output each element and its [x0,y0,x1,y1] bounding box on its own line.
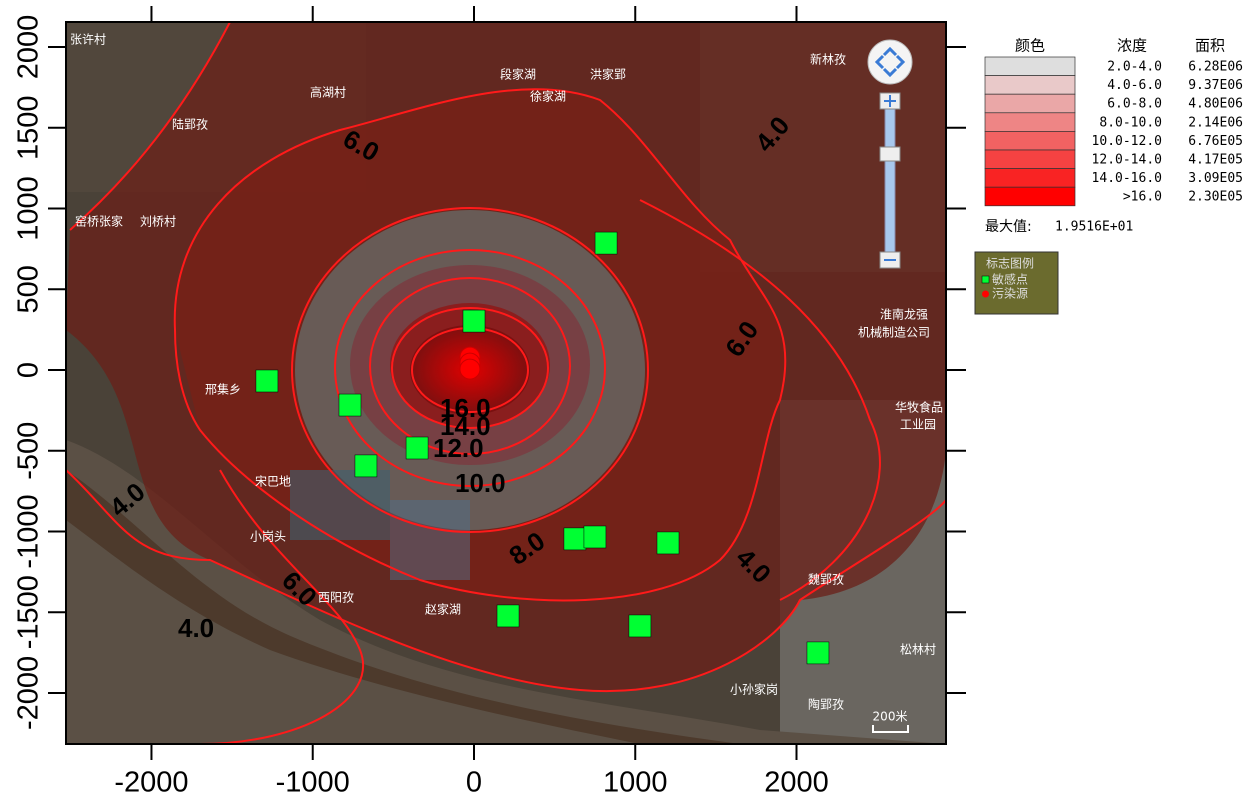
place-name: 洪家郢 [590,67,626,82]
marker-legend: 标志图例 敏感点 污染源 [975,252,1058,314]
x-tick-label: 1000 [603,767,668,799]
legend-swatch [985,131,1075,150]
sensitive-point [564,528,586,550]
contour-label: 12.0 [433,433,484,463]
sensitive-point [595,232,617,254]
place-name: 张许村 [70,33,106,47]
legend-range: 4.0-6.0 [1107,78,1162,93]
place-name: 邢集乡 [205,382,241,397]
marker-legend-title: 标志图例 [986,257,1034,271]
place-name: 松林村 [900,643,936,657]
legend-range: 10.0-12.0 [1092,134,1162,149]
place-name: 新林孜 [810,52,846,67]
pollution-source [460,359,480,379]
sensitive-point [463,310,485,332]
place-name: 赵家湖 [425,602,461,617]
place-name: 段家湖 [500,67,536,82]
x-tick-label: 2000 [764,767,829,799]
sensitive-point [497,605,519,627]
place-name: 陆郢孜 [172,117,208,132]
y-tick-label: 1000 [13,176,45,241]
legend-swatch [985,76,1075,95]
legend-swatch [985,57,1075,76]
sensitive-point [629,615,651,637]
place-name: 徐家湖 [530,89,566,104]
legend-header: 浓度 [1117,37,1147,55]
legend-header: 面积 [1195,37,1225,55]
legend-area: 6.76E05 [1188,134,1243,149]
place-name: 陶郢孜 [808,697,844,712]
legend-area: 2.14E06 [1188,115,1243,130]
legend-swatch [985,187,1075,206]
legend-swatch [985,94,1075,113]
sensitive-point [406,437,428,459]
place-name: 魏郢孜 [808,572,844,587]
pan-button[interactable] [868,40,912,84]
contour-label: 4.0 [178,613,214,643]
place-name: 机械制造公司 [858,325,930,340]
x-tick-label: -1000 [276,767,350,799]
legend-area: 2.30E05 [1188,190,1243,205]
legend-area: 4.17E05 [1188,153,1243,168]
y-tick-label: 500 [13,265,45,313]
y-tick-label: -500 [13,422,45,480]
y-tick-label: 0 [13,362,45,378]
legend-area: 6.28E06 [1188,60,1243,75]
legend-area: 4.80E06 [1188,97,1243,112]
place-name: 小孙家岗 [730,682,778,697]
y-tick-label: 1500 [13,96,45,161]
place-name: 窑桥张家 [75,214,123,229]
sensitive-point [256,370,278,392]
y-tick-label: -1000 [13,494,45,568]
place-name: 高湖村 [310,85,346,100]
sensitive-point [584,526,606,548]
max-value: 1.9516E+01 [1055,220,1133,235]
legend-range: 8.0-10.0 [1099,115,1162,130]
scale-bar-label: 200米 [873,710,908,724]
place-name: 宋巴地 [255,474,291,489]
x-tick-label: -2000 [114,767,188,799]
legend: 颜色 浓度 面积 2.0-4.0 6.28E06 4.0-6.0 9.37E06 6.0-8.… [985,37,1243,236]
map-image: 张许村 高湖村 段家湖 洪家郢 陆郢孜 徐家湖 新林孜 窑桥张家 刘桥村 淮南龙… [66,22,946,744]
sensitive-point [657,532,679,554]
map-page: 张许村 高湖村 段家湖 洪家郢 陆郢孜 徐家湖 新林孜 窑桥张家 刘桥村 淮南龙… [0,0,1245,803]
place-name: 淮南龙强 [880,307,928,322]
legend-range: 6.0-8.0 [1107,97,1162,112]
sensitive-point [339,394,361,416]
legend-range: 14.0-16.0 [1092,171,1162,186]
legend-swatch [985,113,1075,132]
place-name: 工业园 [900,418,936,432]
legend-area: 9.37E06 [1188,78,1243,93]
legend-range: 2.0-4.0 [1107,60,1162,75]
place-name: 刘桥村 [140,215,176,229]
legend-area: 3.09E05 [1188,171,1243,186]
sensitive-point [355,455,377,477]
legend-header: 颜色 [1015,37,1045,55]
max-label: 最大值: [985,219,1032,235]
legend-range: 12.0-14.0 [1092,153,1162,168]
marker-legend-item: 污染源 [992,286,1028,301]
sensitive-point [807,642,829,664]
legend-swatch [985,150,1075,169]
x-tick-label: 0 [466,767,482,799]
legend-swatch [985,169,1075,188]
y-tick-label: -1500 [13,575,45,649]
place-name: 西阳孜 [318,591,354,605]
place-name: 小岗头 [250,530,286,544]
y-tick-label: -2000 [13,656,45,730]
contour-label: 10.0 [455,468,506,498]
marker-legend-item: 敏感点 [992,272,1028,287]
y-tick-label: 2000 [13,15,45,80]
zoom-slider[interactable] [880,147,900,161]
place-name: 华牧食品 [895,400,943,415]
legend-range: >16.0 [1123,190,1162,205]
